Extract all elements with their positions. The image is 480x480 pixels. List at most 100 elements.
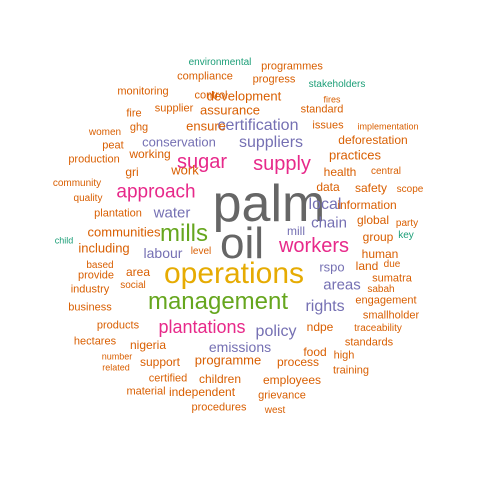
word-employees: employees — [262, 373, 322, 387]
word-communities: communities — [87, 224, 161, 240]
word-child: child — [54, 235, 74, 246]
word-sabah: sabah — [367, 284, 395, 295]
word-progress: progress — [252, 73, 296, 86]
word-suppliers: suppliers — [238, 134, 304, 151]
word-approach: approach — [116, 181, 196, 203]
word-oil: oil — [219, 219, 265, 268]
word-human: human — [361, 247, 399, 261]
word-health: health — [323, 165, 357, 179]
word-children: children — [198, 372, 242, 386]
word-scope: scope — [396, 184, 424, 195]
word-workers: workers — [278, 235, 350, 257]
word-key: key — [398, 230, 414, 241]
word-industry: industry — [70, 283, 110, 296]
word-emissions: emissions — [208, 339, 272, 355]
word-party: party — [395, 218, 419, 229]
word-implementation: implementation — [357, 121, 419, 132]
word-smallholder: smallholder — [362, 309, 420, 322]
word-ndpe: ndpe — [306, 320, 334, 334]
word-central: central — [370, 166, 402, 177]
word-issues: issues — [312, 119, 344, 132]
word-plantation: plantation — [94, 207, 142, 220]
word-management: management — [147, 288, 289, 315]
word-rspo: rspo — [319, 259, 345, 275]
word-stakeholders: stakeholders — [308, 79, 366, 90]
word-global: global — [356, 213, 390, 227]
word-standard: standard — [300, 103, 344, 116]
word-ghg: ghg — [129, 121, 149, 134]
word-deforestation: deforestation — [338, 133, 408, 147]
word-west: west — [264, 405, 286, 416]
word-social: social — [120, 280, 146, 291]
word-grievance: grievance — [258, 389, 306, 402]
word-certified: certified — [148, 372, 188, 385]
word-assurance: assurance — [200, 102, 260, 118]
word-support: support — [139, 355, 181, 369]
word-products: products — [96, 319, 140, 332]
word-work: work — [171, 162, 199, 178]
word-information: information — [337, 198, 397, 212]
word-including: including — [78, 240, 130, 256]
word-fire: fire — [126, 107, 142, 120]
word-programmes: programmes — [261, 60, 323, 73]
word-local: local — [308, 196, 342, 213]
word-rights: rights — [305, 298, 345, 315]
word-independent: independent — [168, 385, 236, 399]
word-development: development — [206, 88, 282, 104]
word-areas: areas — [323, 276, 361, 294]
word-training: training — [332, 364, 370, 377]
word-mill: mill — [287, 224, 305, 238]
word-practices: practices — [328, 147, 382, 163]
word-control: control — [194, 89, 228, 102]
word-water: water — [153, 204, 191, 222]
word-number: number — [101, 351, 133, 362]
word-compliance: compliance — [177, 70, 233, 83]
word-policy: policy — [255, 323, 297, 340]
word-traceability: traceability — [354, 323, 402, 334]
word-data: data — [316, 180, 340, 194]
word-safety: safety — [354, 181, 388, 195]
word-production: production — [68, 153, 120, 166]
word-material: material — [126, 385, 166, 398]
word-certification: certification — [217, 117, 299, 134]
word-level: level — [190, 246, 212, 257]
word-monitoring: monitoring — [117, 85, 169, 98]
word-supply: supply — [253, 153, 311, 175]
word-business: business — [68, 301, 112, 314]
word-process: process — [276, 355, 320, 369]
word-area: area — [125, 265, 151, 279]
word-food: food — [303, 345, 327, 359]
word-group: group — [362, 230, 394, 244]
word-mills: mills — [160, 220, 208, 247]
word-chain: chain — [311, 214, 347, 232]
word-fires: fires — [323, 94, 341, 105]
word-programme: programme — [194, 352, 262, 368]
word-engagement: engagement — [355, 294, 417, 307]
word-hectares: hectares — [73, 335, 117, 348]
word-peat: peat — [102, 139, 124, 152]
word-standards: standards — [344, 336, 394, 349]
word-ensure: ensure — [186, 118, 226, 134]
word-related: related — [102, 362, 130, 373]
word-supplier: supplier — [154, 102, 194, 115]
word-sugar: sugar — [176, 151, 228, 173]
word-plantations: plantations — [158, 317, 246, 337]
word-gri: gri — [125, 165, 139, 179]
word-land: land — [355, 259, 379, 273]
word-palm: palm — [212, 175, 326, 233]
word-labour: labour — [143, 245, 183, 261]
word-procedures: procedures — [191, 401, 247, 414]
word-quality: quality — [73, 193, 103, 204]
word-sumatra: sumatra — [372, 272, 412, 285]
word-based: based — [86, 260, 114, 271]
word-working: working — [129, 147, 171, 161]
word-conservation: conservation — [142, 134, 216, 150]
word-community: community — [52, 178, 102, 189]
word-environmental: environmental — [188, 57, 252, 68]
word-operations: operations — [163, 257, 305, 290]
word-women: women — [88, 127, 122, 138]
word-provide: provide — [77, 269, 115, 282]
word-nigeria: nigeria — [129, 338, 167, 352]
word-high: high — [333, 349, 355, 362]
